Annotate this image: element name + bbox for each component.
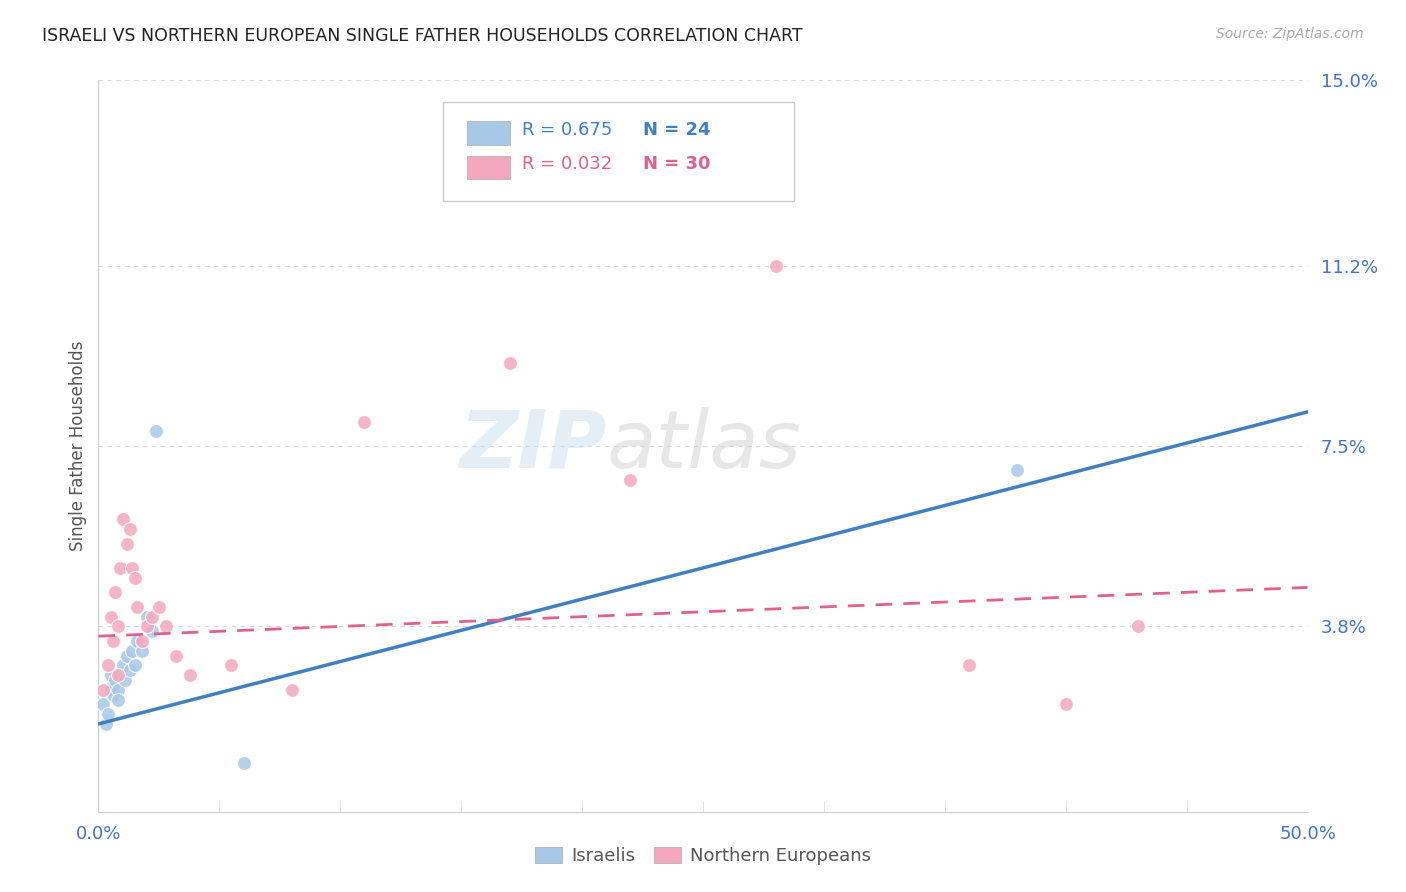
Point xyxy=(141,609,163,624)
Point xyxy=(127,599,149,614)
Point xyxy=(124,658,146,673)
Text: N = 24: N = 24 xyxy=(643,121,710,139)
Point xyxy=(108,668,131,682)
Point xyxy=(108,561,131,575)
Point xyxy=(148,599,170,614)
Point xyxy=(155,619,177,633)
Point xyxy=(1007,463,1029,477)
FancyBboxPatch shape xyxy=(443,103,793,201)
Point xyxy=(107,682,129,697)
Point xyxy=(124,571,146,585)
Point xyxy=(165,648,187,663)
Point xyxy=(619,473,641,487)
Point xyxy=(111,658,134,673)
FancyBboxPatch shape xyxy=(467,121,509,145)
Legend: Israelis, Northern Europeans: Israelis, Northern Europeans xyxy=(529,839,877,872)
Point xyxy=(101,678,124,692)
Point xyxy=(94,717,117,731)
Point xyxy=(141,624,163,639)
Point xyxy=(957,658,980,673)
Point xyxy=(91,682,114,697)
Point xyxy=(135,619,157,633)
Point xyxy=(221,658,243,673)
Point xyxy=(179,668,201,682)
Point xyxy=(353,415,375,429)
Point xyxy=(117,648,139,663)
Point xyxy=(111,512,134,526)
Point xyxy=(121,644,143,658)
Point xyxy=(117,536,139,550)
Point xyxy=(232,756,254,770)
Point xyxy=(97,658,120,673)
Point xyxy=(121,561,143,575)
Text: ZIP: ZIP xyxy=(458,407,606,485)
Text: N = 30: N = 30 xyxy=(643,155,710,173)
Point xyxy=(104,673,127,687)
Point xyxy=(765,259,787,273)
Text: Source: ZipAtlas.com: Source: ZipAtlas.com xyxy=(1216,27,1364,41)
Text: R = 0.675: R = 0.675 xyxy=(522,121,612,139)
Point xyxy=(131,634,153,648)
Point xyxy=(104,585,127,599)
Text: atlas: atlas xyxy=(606,407,801,485)
Point xyxy=(107,692,129,706)
Point xyxy=(131,644,153,658)
Y-axis label: Single Father Households: Single Father Households xyxy=(69,341,87,551)
Point xyxy=(97,707,120,722)
Point xyxy=(101,688,124,702)
Point xyxy=(107,619,129,633)
Point xyxy=(1128,619,1150,633)
Point xyxy=(281,682,304,697)
Point xyxy=(114,673,136,687)
Point xyxy=(145,425,167,439)
Point xyxy=(101,634,124,648)
Point xyxy=(118,522,141,536)
Point xyxy=(498,356,520,370)
Point xyxy=(100,668,122,682)
Point xyxy=(107,668,129,682)
Point xyxy=(100,682,122,697)
Point xyxy=(91,698,114,712)
Point xyxy=(118,663,141,677)
FancyBboxPatch shape xyxy=(467,155,509,179)
Text: R = 0.032: R = 0.032 xyxy=(522,155,612,173)
Point xyxy=(135,609,157,624)
Point xyxy=(127,634,149,648)
Point xyxy=(100,609,122,624)
Text: ISRAELI VS NORTHERN EUROPEAN SINGLE FATHER HOUSEHOLDS CORRELATION CHART: ISRAELI VS NORTHERN EUROPEAN SINGLE FATH… xyxy=(42,27,803,45)
Point xyxy=(1054,698,1077,712)
